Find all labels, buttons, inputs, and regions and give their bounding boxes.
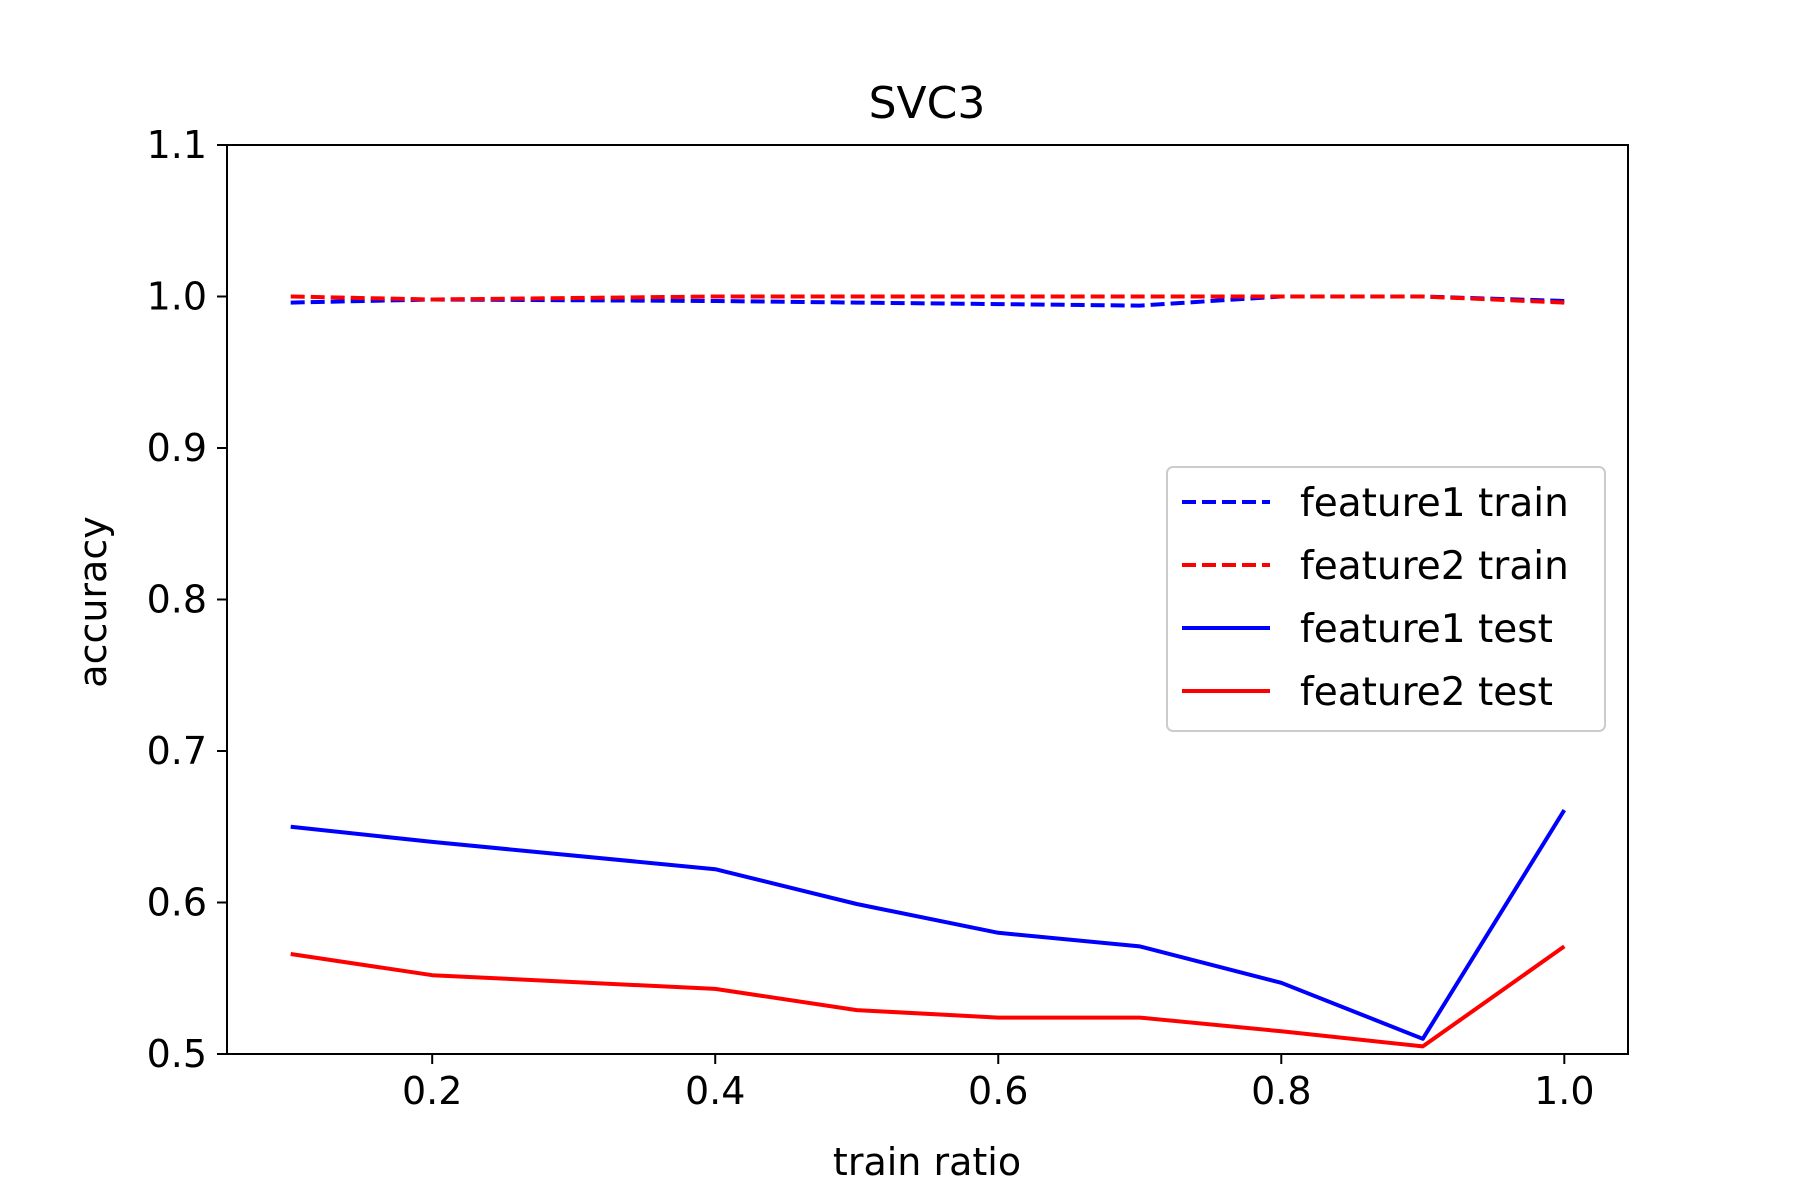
series-line-4	[290, 944, 1566, 1049]
x-tick-label: 0.2	[402, 1069, 462, 1113]
chart-title: SVC3	[869, 78, 986, 129]
plot-axes: 0.2 0.4 0.6 0.8 1.0 0.5 0.6 0.7 0.8 0.9 1.0 1.1	[147, 123, 1629, 1113]
legend-label: feature1 train	[1300, 481, 1569, 526]
series-line-3	[290, 809, 1567, 1041]
x-axis-label: train ratio	[833, 1140, 1021, 1184]
y-tick-label: 0.8	[147, 578, 207, 622]
legend-box	[1166, 466, 1606, 732]
y-tick-label: 0.9	[147, 426, 207, 470]
y-tick-label: 0.5	[147, 1032, 207, 1076]
y-tick-label: 0.7	[147, 729, 207, 773]
legend: feature1 train feature2 train feature1 tes…	[1166, 466, 1606, 732]
legend-label: feature2 test	[1300, 670, 1553, 715]
x-tick-label: 1.0	[1534, 1069, 1594, 1113]
y-tick-label: 0.6	[147, 881, 207, 925]
y-axis-label: accuracy	[71, 516, 115, 687]
x-tick-label: 0.8	[1251, 1069, 1311, 1113]
series-layer	[290, 294, 1567, 1049]
legend-label: feature2 train	[1300, 544, 1569, 589]
legend-label: feature1 test	[1300, 607, 1553, 652]
x-tick-label: 0.6	[968, 1069, 1028, 1113]
series-line-2	[290, 294, 1565, 305]
y-tick-label: 1.0	[147, 275, 207, 319]
y-tick-label: 1.1	[147, 123, 207, 167]
x-tick-label: 0.4	[685, 1069, 745, 1113]
